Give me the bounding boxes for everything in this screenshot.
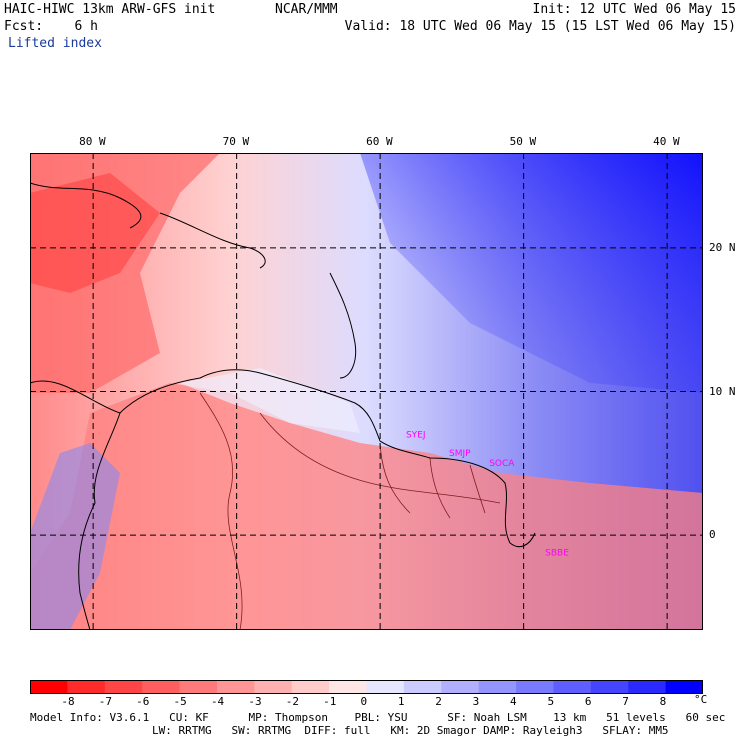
colorbar-tick-label: 1 [397, 695, 405, 708]
colorbar-swatch [628, 680, 667, 694]
station-label: SOCA [489, 459, 515, 469]
longitude-label: 50 W [509, 135, 537, 148]
colorbar-tick-label: 0 [360, 695, 368, 708]
model-info-line2: LW: RRTMG SW: RRTMG DIFF: full KM: 2D Sm… [152, 724, 669, 737]
latitude-label: 20 N [709, 240, 736, 254]
colorbar-swatch [291, 680, 330, 694]
venezuela-light-region [180, 368, 360, 433]
colorbar-swatch [30, 680, 68, 694]
colorbar-swatch [179, 680, 218, 694]
map-frame [30, 153, 703, 630]
colorbar-swatch [516, 680, 554, 694]
coastlines [30, 182, 536, 630]
map-title: HAIC-HIWC 13km ARW-GFS init [4, 2, 216, 17]
graticule [30, 153, 703, 630]
colorbar-labels: -8 -7 -6 -5 -4 -3 -2 -1 0 1 2 3 4 5 6 7 8 [30, 694, 703, 708]
colorbar-tick-label: 7 [622, 695, 629, 708]
organization-label: NCAR/MMM [275, 2, 338, 17]
station-label: SBBE [545, 548, 569, 558]
colorbar-frame [30, 680, 703, 694]
pacific-blue-region [30, 443, 120, 630]
colorbar-tick-label: -1 [323, 695, 337, 708]
colorbar-swatch [665, 680, 703, 694]
station-markers: SYEJ SMJP SOCA SBBE [406, 430, 569, 558]
model-info-line1: Model Info: V3.6.1 CU: KF MP: Thompson P… [30, 711, 726, 724]
colorbar-tick-label: 4 [510, 695, 517, 708]
colorbar-tick-label: 5 [547, 695, 555, 708]
country-borders [199, 392, 501, 630]
colorbar-swatch [329, 680, 367, 694]
init-time: Init: 12 UTC Wed 06 May 15 [532, 2, 737, 17]
colorbar-tick-label: -7 [98, 695, 113, 708]
longitude-label: 60 W [366, 135, 393, 148]
colorbar-swatch [590, 680, 629, 694]
latitude-label: 10 N [709, 384, 736, 398]
longitude-label: 70 W [222, 135, 250, 148]
colorbar-tick-label: -3 [248, 695, 262, 708]
latitude-label: 0 [709, 528, 716, 542]
south-america-red-region [30, 383, 703, 630]
colorbar-tick-label: -8 [61, 695, 75, 708]
colorbar-swatch [142, 680, 181, 694]
colorbar-swatch [366, 680, 405, 694]
colorbar-tick-label: -5 [173, 695, 187, 708]
colorbar-swatch [216, 680, 255, 694]
caribbean-deep-red [30, 173, 160, 293]
colorbar-tick-label: -6 [136, 695, 150, 708]
colorbar-swatch [478, 680, 517, 694]
colorbar-tick-label: -4 [210, 695, 225, 708]
lifted-index-map: SYEJ SMJP SOCA SBBE [30, 153, 703, 630]
colorbar-tick-label: -2 [285, 695, 299, 708]
colorbar-swatch [441, 680, 480, 694]
colorbar-swatch [67, 680, 106, 694]
longitude-label: 40 W [653, 135, 680, 148]
colorbar [30, 680, 703, 694]
colorbar-swatch [104, 680, 143, 694]
forecast-hour: Fcst: 6 h [4, 19, 98, 34]
colorbar-tick-label: 3 [472, 695, 480, 708]
colorbar-swatch [553, 680, 592, 694]
longitude-label: 80 W [79, 135, 106, 148]
deep-blue-region [360, 153, 703, 393]
colorbar-tick-label: 8 [659, 695, 667, 708]
colorbar-swatch [254, 680, 293, 694]
colorbar-tick-label: 2 [435, 695, 442, 708]
colorbar-tick-label: 6 [584, 695, 592, 708]
station-label: SYEJ [406, 430, 426, 440]
colorbar-unit: °C [694, 693, 708, 706]
station-label: SMJP [449, 449, 471, 459]
valid-time: Valid: 18 UTC Wed 06 May 15 (15 LST Wed … [344, 19, 736, 34]
field-name: Lifted index [8, 36, 102, 51]
colorbar-swatch [403, 680, 442, 694]
